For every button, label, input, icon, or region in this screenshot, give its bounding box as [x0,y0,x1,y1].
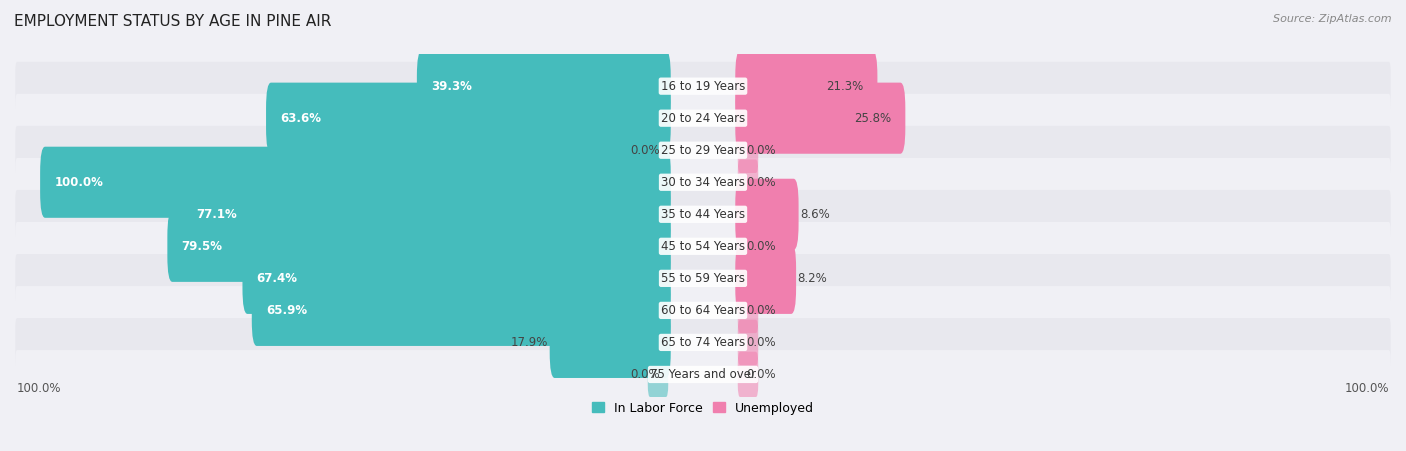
Text: 79.5%: 79.5% [181,240,222,253]
FancyBboxPatch shape [41,147,671,218]
FancyBboxPatch shape [15,94,1391,143]
FancyBboxPatch shape [738,352,758,397]
FancyBboxPatch shape [15,318,1391,367]
FancyBboxPatch shape [735,51,877,122]
Text: 100.0%: 100.0% [17,382,62,395]
Text: 55 to 59 Years: 55 to 59 Years [661,272,745,285]
FancyBboxPatch shape [15,190,1391,239]
FancyBboxPatch shape [167,211,671,282]
FancyBboxPatch shape [183,179,671,250]
Text: 45 to 54 Years: 45 to 54 Years [661,240,745,253]
FancyBboxPatch shape [416,51,671,122]
FancyBboxPatch shape [252,275,671,346]
Text: 25.8%: 25.8% [853,112,891,124]
Text: 35 to 44 Years: 35 to 44 Years [661,208,745,221]
Text: 20 to 24 Years: 20 to 24 Years [661,112,745,124]
Text: 0.0%: 0.0% [747,304,776,317]
FancyBboxPatch shape [738,128,758,173]
FancyBboxPatch shape [738,224,758,269]
Text: 65 to 74 Years: 65 to 74 Years [661,336,745,349]
FancyBboxPatch shape [15,62,1391,110]
FancyBboxPatch shape [735,83,905,154]
Text: 100.0%: 100.0% [55,176,103,189]
Text: 30 to 34 Years: 30 to 34 Years [661,176,745,189]
Text: 8.2%: 8.2% [797,272,827,285]
FancyBboxPatch shape [15,286,1391,335]
Text: 0.0%: 0.0% [630,368,659,381]
Text: Source: ZipAtlas.com: Source: ZipAtlas.com [1274,14,1392,23]
FancyBboxPatch shape [648,128,668,173]
Text: 17.9%: 17.9% [510,336,548,349]
FancyBboxPatch shape [738,320,758,365]
Text: 77.1%: 77.1% [197,208,238,221]
FancyBboxPatch shape [15,222,1391,271]
FancyBboxPatch shape [735,243,796,314]
Text: 65.9%: 65.9% [266,304,307,317]
FancyBboxPatch shape [242,243,671,314]
FancyBboxPatch shape [738,288,758,333]
Text: 0.0%: 0.0% [747,336,776,349]
Text: EMPLOYMENT STATUS BY AGE IN PINE AIR: EMPLOYMENT STATUS BY AGE IN PINE AIR [14,14,332,28]
Text: 67.4%: 67.4% [257,272,298,285]
Text: 0.0%: 0.0% [630,144,659,156]
Text: 39.3%: 39.3% [432,80,472,92]
Text: 21.3%: 21.3% [825,80,863,92]
FancyBboxPatch shape [15,254,1391,303]
FancyBboxPatch shape [550,307,671,378]
Text: 0.0%: 0.0% [747,144,776,156]
FancyBboxPatch shape [735,179,799,250]
Text: 60 to 64 Years: 60 to 64 Years [661,304,745,317]
FancyBboxPatch shape [648,352,668,397]
Text: 25 to 29 Years: 25 to 29 Years [661,144,745,156]
Legend: In Labor Force, Unemployed: In Labor Force, Unemployed [586,397,820,420]
FancyBboxPatch shape [15,158,1391,207]
Text: 0.0%: 0.0% [747,176,776,189]
Text: 75 Years and over: 75 Years and over [650,368,756,381]
Text: 63.6%: 63.6% [280,112,322,124]
Text: 100.0%: 100.0% [1344,382,1389,395]
FancyBboxPatch shape [15,350,1391,399]
Text: 8.6%: 8.6% [800,208,830,221]
Text: 0.0%: 0.0% [747,368,776,381]
Text: 16 to 19 Years: 16 to 19 Years [661,80,745,92]
FancyBboxPatch shape [266,83,671,154]
Text: 0.0%: 0.0% [747,240,776,253]
FancyBboxPatch shape [738,160,758,205]
FancyBboxPatch shape [15,126,1391,175]
